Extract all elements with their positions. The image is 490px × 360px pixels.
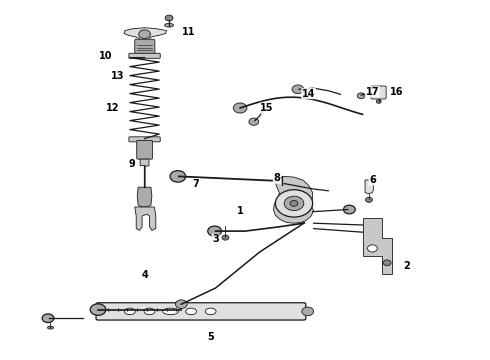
Polygon shape: [140, 159, 149, 166]
Ellipse shape: [205, 308, 216, 315]
Circle shape: [42, 314, 54, 323]
Text: 11: 11: [182, 27, 196, 37]
Text: 6: 6: [369, 175, 376, 185]
Ellipse shape: [163, 308, 178, 315]
Circle shape: [170, 171, 186, 182]
Text: 1: 1: [237, 206, 244, 216]
Text: 12: 12: [106, 103, 120, 113]
Circle shape: [208, 226, 221, 236]
Circle shape: [90, 304, 106, 315]
Circle shape: [292, 85, 304, 94]
Ellipse shape: [124, 308, 135, 315]
Polygon shape: [137, 187, 152, 207]
Polygon shape: [135, 207, 156, 230]
Text: 3: 3: [212, 234, 219, 244]
Text: 4: 4: [141, 270, 148, 280]
Circle shape: [139, 30, 150, 39]
FancyBboxPatch shape: [129, 137, 160, 142]
Circle shape: [302, 307, 314, 316]
Text: 10: 10: [98, 51, 112, 61]
Circle shape: [222, 235, 229, 240]
Polygon shape: [365, 180, 373, 194]
Circle shape: [290, 201, 298, 206]
FancyBboxPatch shape: [135, 39, 155, 54]
FancyBboxPatch shape: [96, 303, 306, 320]
Text: 7: 7: [193, 179, 199, 189]
Text: 2: 2: [403, 261, 410, 271]
Text: 9: 9: [129, 159, 136, 169]
FancyBboxPatch shape: [129, 53, 160, 58]
Text: 8: 8: [273, 173, 280, 183]
Ellipse shape: [165, 23, 173, 27]
Circle shape: [275, 190, 313, 217]
Polygon shape: [273, 176, 314, 223]
Circle shape: [383, 260, 391, 266]
Text: 16: 16: [390, 87, 404, 97]
Text: 5: 5: [207, 332, 214, 342]
Polygon shape: [363, 218, 392, 274]
Text: 13: 13: [111, 71, 124, 81]
FancyBboxPatch shape: [371, 86, 386, 99]
Circle shape: [233, 103, 247, 113]
Ellipse shape: [186, 308, 196, 315]
Text: 14: 14: [302, 89, 316, 99]
FancyBboxPatch shape: [137, 140, 152, 159]
Text: 15: 15: [260, 103, 274, 113]
Polygon shape: [124, 28, 167, 40]
Circle shape: [343, 205, 355, 214]
Circle shape: [175, 300, 187, 309]
Circle shape: [277, 177, 287, 185]
Circle shape: [366, 197, 372, 202]
Circle shape: [376, 100, 381, 103]
Ellipse shape: [144, 308, 155, 315]
Circle shape: [165, 15, 173, 21]
Circle shape: [368, 245, 377, 252]
Text: 17: 17: [366, 87, 379, 97]
Ellipse shape: [48, 326, 53, 329]
Circle shape: [357, 93, 365, 99]
Circle shape: [249, 118, 259, 125]
Circle shape: [284, 196, 304, 211]
